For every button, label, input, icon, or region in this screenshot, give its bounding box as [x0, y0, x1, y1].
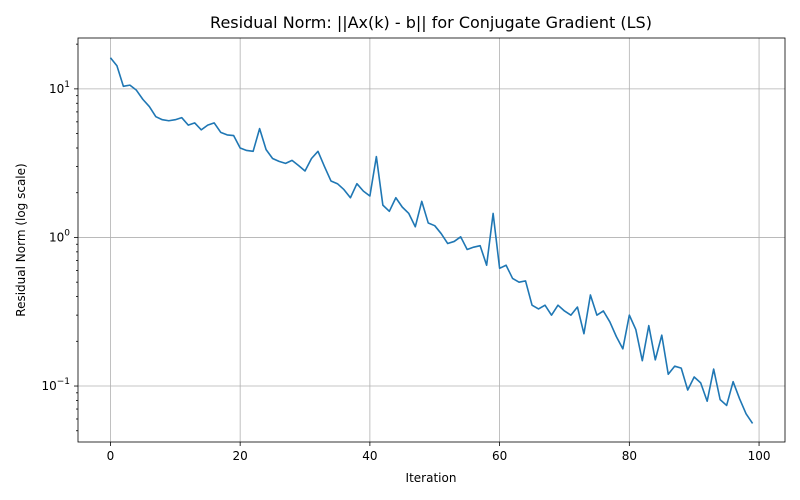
y-tick-label: 10−1 — [41, 377, 70, 393]
x-tick-label: 80 — [622, 449, 637, 463]
y-tick-label: 101 — [49, 80, 70, 96]
plot-frame — [77, 37, 786, 443]
x-axis-label: Iteration — [406, 471, 457, 485]
series-lines — [109, 57, 754, 424]
grid-lines — [78, 38, 785, 442]
x-tick-label: 40 — [362, 449, 377, 463]
y-tick-label: 100 — [49, 228, 70, 244]
y-axis-label: Residual Norm (log scale) — [14, 163, 28, 316]
axis-ticks: 0 20 40 60 80 100 10−1 100 101 — [41, 43, 771, 463]
x-tick-label: 0 — [107, 449, 115, 463]
residual-norm-line — [109, 57, 754, 424]
x-tick-label: 20 — [233, 449, 248, 463]
x-tick-label: 60 — [492, 449, 507, 463]
chart-title: Residual Norm: ||Ax(k) - b|| for Conjuga… — [210, 13, 652, 32]
x-tick-label: 100 — [748, 449, 771, 463]
